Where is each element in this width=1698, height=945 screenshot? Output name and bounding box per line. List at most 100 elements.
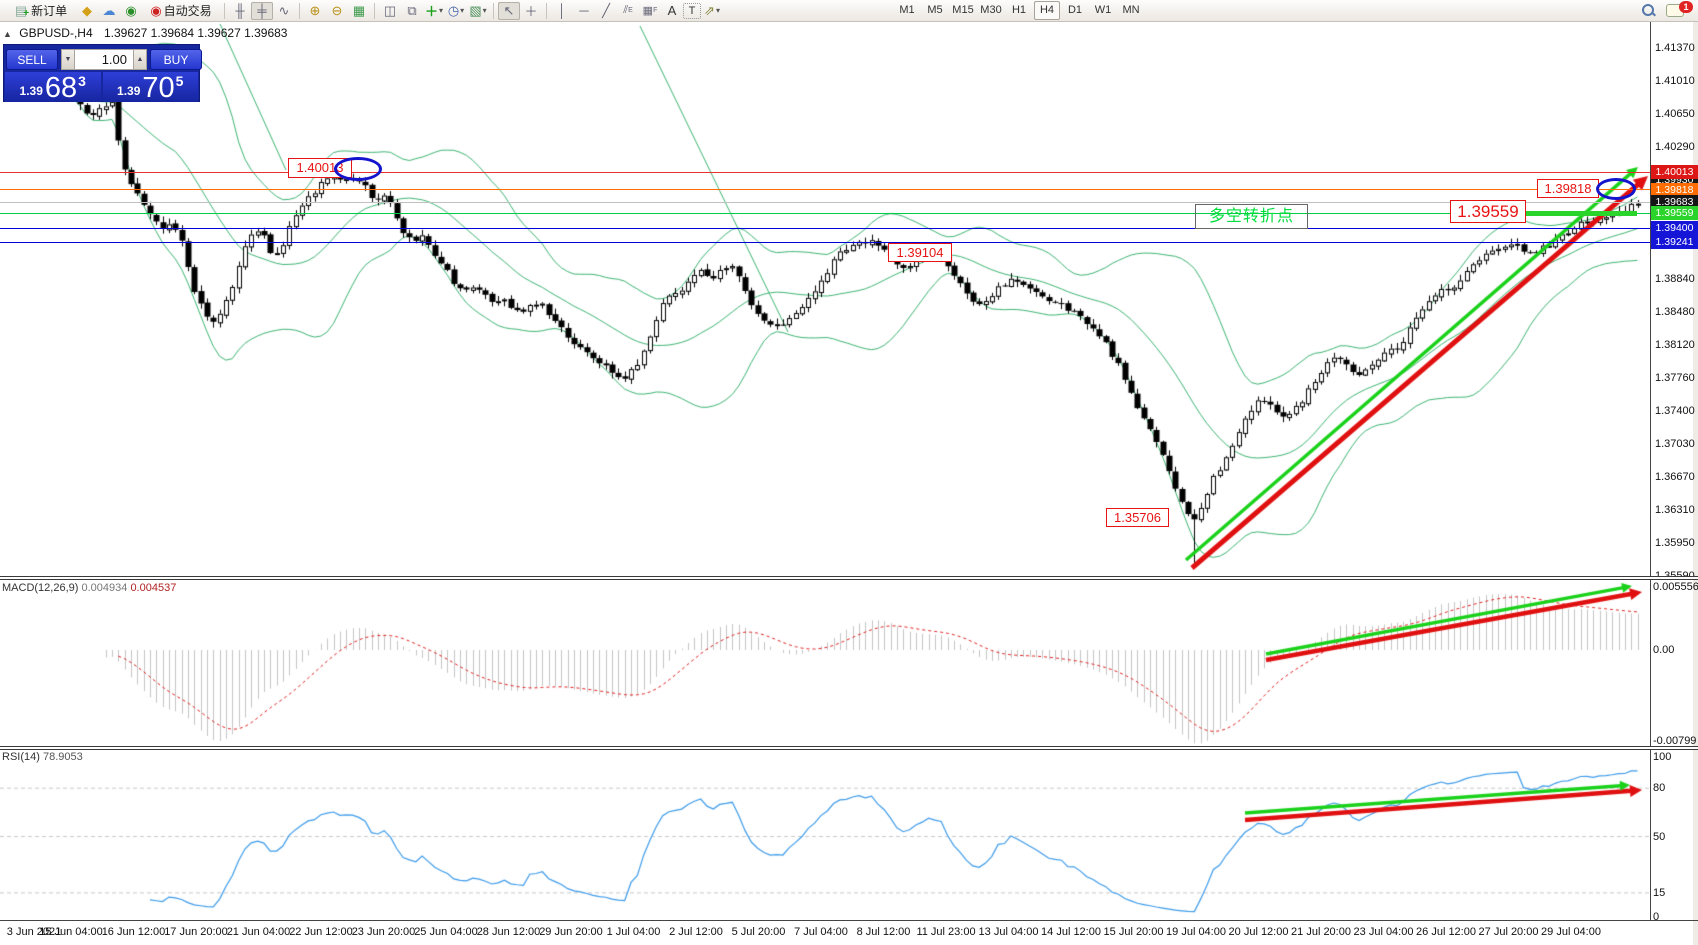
market-watch-icon[interactable]: ◆ bbox=[82, 2, 92, 18]
new-order-button[interactable]: ▤ + 新订单 bbox=[6, 2, 76, 20]
rsi-tick-80: 80 bbox=[1653, 782, 1666, 794]
timeframe-H1[interactable]: H1 bbox=[1011, 4, 1027, 16]
price-tag-1.39241: 1.39241 bbox=[1651, 235, 1698, 250]
vertical-line-tool-icon[interactable]: │ bbox=[557, 3, 567, 18]
current-test-ellipse[interactable] bbox=[1596, 178, 1636, 200]
buy-price-sup: 5 bbox=[175, 73, 184, 89]
line-chart-icon[interactable]: ∿ bbox=[278, 2, 290, 18]
level-label-1-39559[interactable]: 1.39559 bbox=[1450, 200, 1526, 223]
level-line-1.39241[interactable] bbox=[0, 242, 1650, 243]
search-icon[interactable] bbox=[1641, 3, 1656, 18]
text-label-tool-icon[interactable]: T bbox=[683, 2, 701, 19]
tile-windows-icon[interactable]: ▦ bbox=[352, 2, 366, 18]
swing-low-label-1-35706[interactable]: 1.35706 bbox=[1106, 508, 1169, 527]
add-chart-icon: ＋ bbox=[424, 4, 438, 19]
collapse-panel-icon[interactable]: ▲ bbox=[3, 29, 12, 39]
volume-decrease-button[interactable]: ▼ bbox=[61, 48, 75, 70]
zoom-in-icon[interactable]: ⊕ bbox=[309, 2, 321, 18]
chart-style-button[interactable]: ▧ ▾ bbox=[467, 2, 489, 20]
candlestick-chart-icon[interactable]: ╪ bbox=[251, 1, 273, 20]
signals-icon[interactable]: ◉ bbox=[125, 2, 137, 18]
autotrading-label: 自动交易 bbox=[163, 4, 212, 18]
timeframe-M30[interactable]: M30 bbox=[980, 4, 1002, 16]
sell-price-big: 68 bbox=[44, 72, 78, 104]
macd-tick-0.005556: 0.005556 bbox=[1653, 581, 1698, 593]
macd-main-value: 0.004934 bbox=[81, 582, 128, 594]
volume-input[interactable] bbox=[75, 48, 133, 70]
horizontal-line-tool-icon[interactable]: ─ bbox=[579, 3, 589, 18]
fibonacci-tool-icon[interactable]: ▦ F bbox=[642, 5, 658, 17]
level-line-1.40013[interactable] bbox=[0, 171, 1650, 173]
time-label-0: 3 Jun 2021 bbox=[6, 926, 62, 938]
notification-badge[interactable]: 1 bbox=[1679, 1, 1693, 13]
timeframe-H4[interactable]: H4 bbox=[1034, 1, 1060, 20]
autotrading-button[interactable]: ◉ 自动交易 bbox=[142, 2, 220, 20]
main-toolbar: ▤ + 新订单 ◆ ☁ ◉ ◉ 自动交易 ╫ ╪ ∿ ⊕ ⊖ ▦ ◫ ⧉ ＋ ▾ … bbox=[0, 0, 1698, 22]
price-tick-1.36310: 1.36310 bbox=[1655, 504, 1695, 517]
price-tick-1.38480: 1.38480 bbox=[1655, 306, 1695, 318]
toolbar-separator bbox=[299, 2, 300, 19]
time-label-20: 20 Jul 12:00 bbox=[1228, 926, 1289, 938]
chevron-down-icon: ▾ bbox=[439, 6, 444, 15]
level-line-1.39818[interactable] bbox=[0, 189, 1650, 191]
macd-tick-0.00: 0.00 bbox=[1653, 644, 1675, 656]
new-order-icon: ▤ bbox=[14, 2, 28, 18]
trendline-tool-icon[interactable]: ╱ bbox=[602, 2, 610, 18]
resistance-test-ellipse[interactable] bbox=[334, 157, 382, 181]
window-edge bbox=[1693, 22, 1698, 945]
timeframe-M1[interactable]: M1 bbox=[899, 4, 915, 16]
macd-signal-value: 0.004537 bbox=[130, 582, 177, 594]
price-tick-1.40650: 1.40650 bbox=[1655, 107, 1695, 120]
swing-high-label-1-39104[interactable]: 1.39104 bbox=[888, 243, 952, 262]
timeframe-M15[interactable]: M15 bbox=[952, 4, 974, 16]
timeframe-D1[interactable]: D1 bbox=[1067, 4, 1083, 16]
periodicity-button[interactable]: ◷ ▾ bbox=[445, 2, 467, 20]
chart-style-icon: ▧ bbox=[469, 2, 482, 18]
volume-stepper: ▼ ▲ bbox=[61, 48, 147, 70]
sell-price-prefix: 1.39 bbox=[19, 84, 43, 98]
price-tick-1.41010: 1.41010 bbox=[1655, 74, 1695, 87]
level-line-1.39559[interactable] bbox=[1525, 210, 1637, 216]
community-icon[interactable]: ☁ bbox=[102, 2, 116, 18]
toolbar-separator bbox=[374, 2, 375, 19]
macd-tick--0.00799: -0.00799 bbox=[1653, 735, 1697, 747]
toolbar-separator bbox=[224, 2, 225, 19]
sell-button[interactable]: SELL bbox=[6, 48, 58, 70]
volume-increase-button[interactable]: ▲ bbox=[133, 48, 147, 70]
add-chart-button[interactable]: ＋ ▾ bbox=[423, 2, 445, 20]
price-tag-1.39683: 1.39683 bbox=[1651, 195, 1698, 210]
sell-price-display[interactable]: 1.39 68 3 bbox=[5, 72, 101, 104]
time-axis-border bbox=[0, 920, 1698, 921]
zoom-out-icon[interactable]: ⊖ bbox=[331, 2, 343, 18]
price-tick-1.41370: 1.41370 bbox=[1655, 42, 1695, 54]
price-tick-1.38120: 1.38120 bbox=[1655, 338, 1695, 351]
shapes-tool-button[interactable]: ⇗ ▾ bbox=[701, 2, 723, 20]
timeframe-W1[interactable]: W1 bbox=[1094, 4, 1112, 16]
timeframe-M5[interactable]: M5 bbox=[927, 4, 943, 16]
arrange-charts-icon[interactable]: ◫ bbox=[383, 2, 397, 18]
chart-symbol-title: GBPUSD-,H4 bbox=[19, 26, 93, 40]
buy-price-display[interactable]: 1.39 70 5 bbox=[102, 72, 198, 103]
time-label-11: 2 Jul 12:00 bbox=[669, 926, 723, 938]
text-tool-icon[interactable]: A bbox=[667, 3, 677, 18]
crosshair-tool-icon[interactable]: ＋ bbox=[524, 4, 538, 19]
rsi-panel-separator[interactable] bbox=[0, 746, 1698, 750]
level-line-1.39559[interactable] bbox=[0, 212, 1650, 214]
macd-panel-separator[interactable] bbox=[0, 576, 1698, 580]
bar-chart-icon[interactable]: ╫ bbox=[235, 3, 245, 18]
timeframe-MN[interactable]: MN bbox=[1122, 4, 1140, 16]
cascade-charts-icon[interactable]: ⧉ bbox=[407, 2, 417, 18]
buy-button[interactable]: BUY bbox=[150, 48, 202, 70]
level-line-1.394[interactable] bbox=[0, 227, 1650, 229]
time-label-10: 1 Jul 04:00 bbox=[606, 926, 661, 938]
time-label-15: 11 Jul 23:00 bbox=[916, 926, 976, 938]
channel-tool-icon[interactable]: ⫽ E bbox=[623, 4, 633, 16]
level-line-1.39683[interactable] bbox=[0, 201, 1650, 203]
cursor-tool-icon[interactable]: ↖ bbox=[498, 1, 520, 20]
time-label-22: 23 Jul 04:00 bbox=[1353, 926, 1414, 938]
level-label-1-39818[interactable]: 1.39818 bbox=[1537, 179, 1599, 198]
chevron-down-icon: ▾ bbox=[715, 6, 720, 15]
turning-point-label[interactable]: 多空转折点 bbox=[1195, 204, 1308, 229]
